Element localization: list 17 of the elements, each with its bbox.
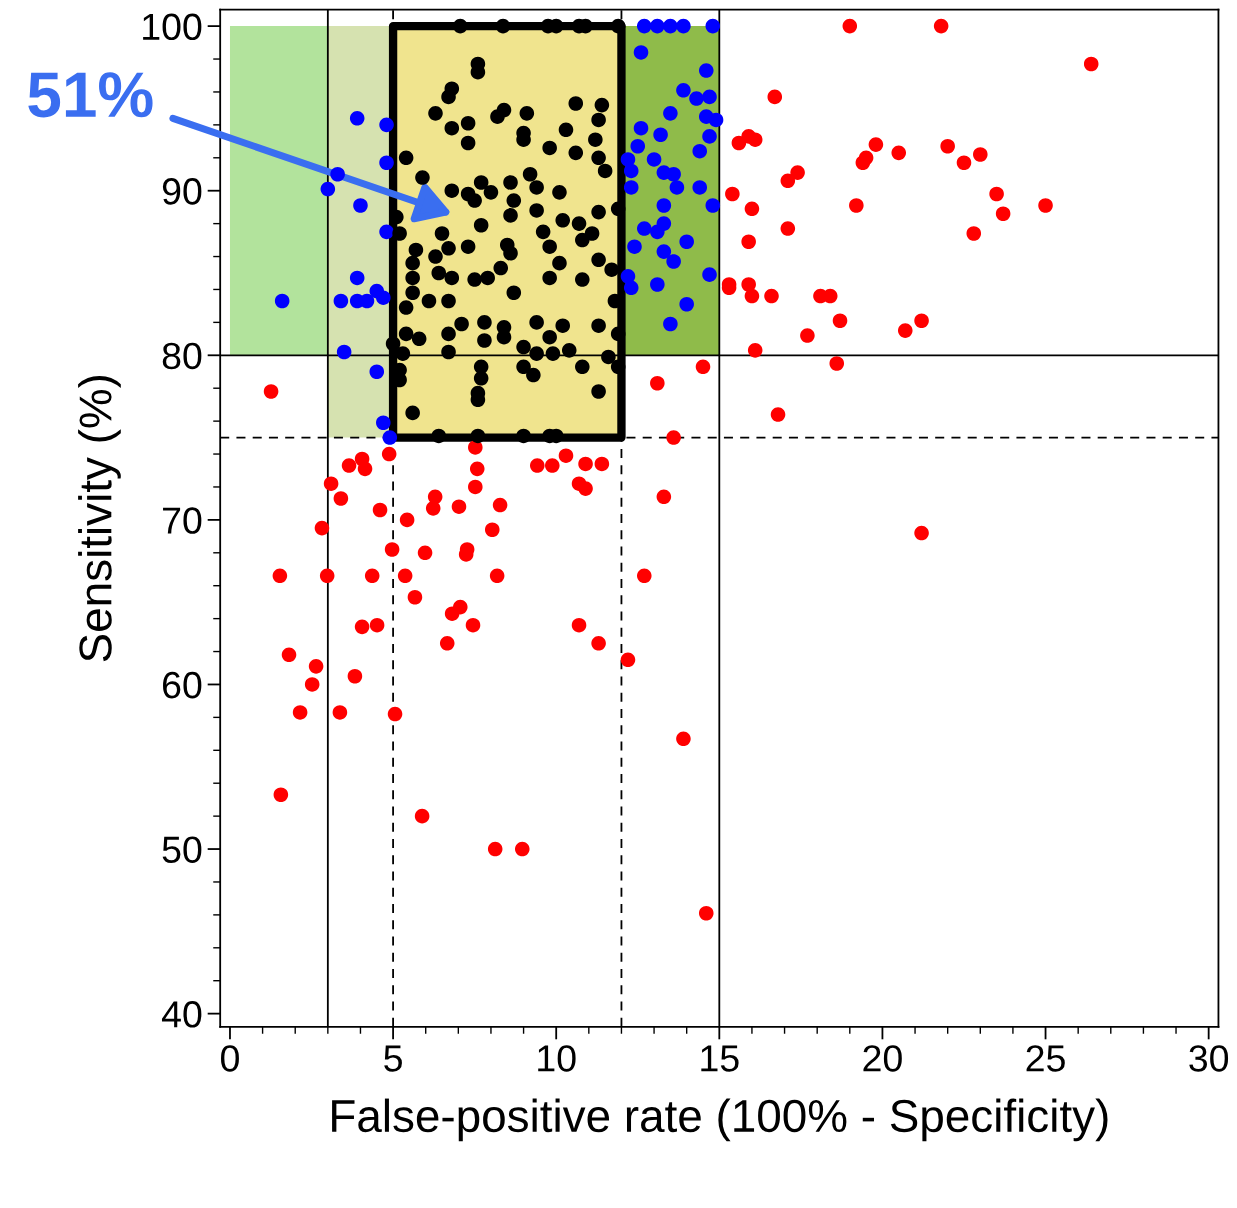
x-tick-label: 20 — [863, 1045, 902, 1072]
y-tick-label: 70 — [163, 507, 202, 534]
y-tick-label: 50 — [162, 836, 202, 864]
x-tick-label: 5 — [384, 1045, 402, 1072]
y-tick-label: 60 — [163, 671, 202, 699]
y-tick-label: 100 — [143, 13, 202, 41]
x-tick-label: 25 — [1026, 1045, 1065, 1072]
y-tick-label: 80 — [162, 342, 202, 370]
x-tick-label: 30 — [1189, 1045, 1229, 1072]
x-tick-label: 0 — [221, 1045, 239, 1072]
x-tick-label: 15 — [701, 1045, 739, 1072]
text: 51% — [28, 72, 153, 118]
x-axis-title: False-positive rate (100% - Specificity) — [332, 1098, 1108, 1142]
y-tick-label: 90 — [162, 178, 202, 205]
y-tick-label: 40 — [161, 1001, 202, 1028]
y-axis-title: Sensitivity (%) — [78, 375, 121, 662]
x-tick-label: 10 — [538, 1045, 576, 1072]
